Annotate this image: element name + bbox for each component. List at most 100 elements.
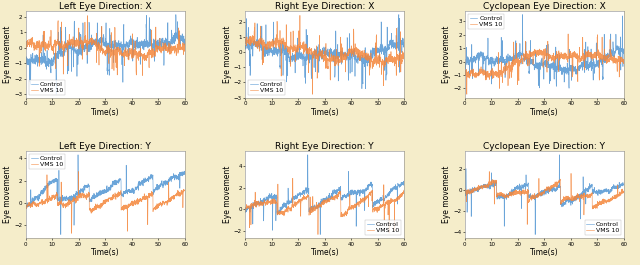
VMS 10 [289,177,296,180]
VMS 10 [310,53,318,56]
VMS 10 [310,209,318,212]
Control [545,66,552,69]
Control [530,196,538,199]
Control [328,196,336,199]
VMS 10 [262,48,270,51]
Control [461,65,468,69]
Control [515,51,522,54]
Control [310,61,318,65]
Control [515,186,522,189]
VMS 10 [43,198,51,202]
Line: VMS 10: VMS 10 [245,15,404,94]
Line: Control: Control [26,155,185,235]
Control [109,45,116,48]
Control [268,196,276,199]
VMS 10 [401,192,408,195]
Control [482,183,490,186]
VMS 10 [545,187,552,190]
Y-axis label: Eye movement: Eye movement [3,166,12,223]
VMS 10 [401,51,408,54]
VMS 10 [109,50,116,54]
Legend: Control, VMS 10: Control, VMS 10 [248,80,285,95]
Control [530,64,538,67]
Control [57,233,65,236]
VMS 10 [482,184,490,187]
VMS 10 [488,73,495,77]
Control [401,181,408,184]
Control [49,60,56,64]
VMS 10 [181,42,189,45]
VMS 10 [75,170,83,173]
Control [172,13,180,16]
Line: VMS 10: VMS 10 [26,171,185,233]
VMS 10 [483,70,490,73]
VMS 10 [620,189,628,192]
VMS 10 [139,74,147,77]
VMS 10 [91,208,99,211]
Control [488,82,495,86]
VMS 10 [530,53,538,56]
VMS 10 [328,59,336,63]
Control [295,193,303,196]
VMS 10 [49,48,56,52]
VMS 10 [296,14,304,17]
VMS 10 [485,170,493,173]
Control [262,46,270,49]
Y-axis label: Eye movement: Eye movement [223,26,232,83]
Control [548,66,556,69]
X-axis label: Time(s): Time(s) [530,248,559,257]
Title: Left Eye Direction: X: Left Eye Direction: X [59,2,152,11]
Control [325,51,333,55]
Y-axis label: Eye movement: Eye movement [442,166,451,223]
Control [545,189,552,193]
VMS 10 [106,51,113,54]
VMS 10 [461,67,468,70]
VMS 10 [43,44,51,47]
Control [74,153,82,156]
X-axis label: Time(s): Time(s) [310,108,339,117]
Legend: Control, VMS 10: Control, VMS 10 [29,80,65,95]
Control [531,233,539,236]
VMS 10 [22,208,29,211]
VMS 10 [76,196,83,199]
Control [49,179,56,182]
VMS 10 [314,233,322,236]
Line: Control: Control [245,155,404,235]
X-axis label: Time(s): Time(s) [91,248,120,257]
VMS 10 [181,189,189,192]
Y-axis label: Eye movement: Eye movement [442,26,451,83]
Control [76,35,83,38]
VMS 10 [268,43,276,46]
Line: VMS 10: VMS 10 [245,178,404,235]
Control [241,47,249,50]
Control [241,210,249,213]
Title: Right Eye Direction: Y: Right Eye Direction: Y [275,142,374,151]
Legend: Control, VMS 10: Control, VMS 10 [584,220,621,235]
Control [268,50,276,53]
VMS 10 [548,187,556,190]
X-axis label: Time(s): Time(s) [310,248,339,257]
VMS 10 [620,60,628,63]
Control [325,197,333,200]
Control [304,153,312,156]
Control [181,42,189,45]
Control [620,52,628,55]
VMS 10 [91,41,99,44]
Line: VMS 10: VMS 10 [465,172,624,224]
Control [43,60,51,63]
VMS 10 [295,198,303,201]
VMS 10 [84,14,92,17]
VMS 10 [325,200,333,204]
VMS 10 [22,43,29,46]
Line: Control: Control [245,15,404,89]
VMS 10 [545,53,552,56]
Control [52,93,60,96]
Line: VMS 10: VMS 10 [465,34,624,94]
Control [109,185,116,188]
Title: Cyclopean Eye Direction: Y: Cyclopean Eye Direction: Y [483,142,605,151]
Line: Control: Control [26,15,185,94]
Title: Cyclopean Eye Direction: X: Cyclopean Eye Direction: X [483,2,606,11]
VMS 10 [325,53,333,56]
VMS 10 [241,36,249,39]
Control [482,68,490,71]
